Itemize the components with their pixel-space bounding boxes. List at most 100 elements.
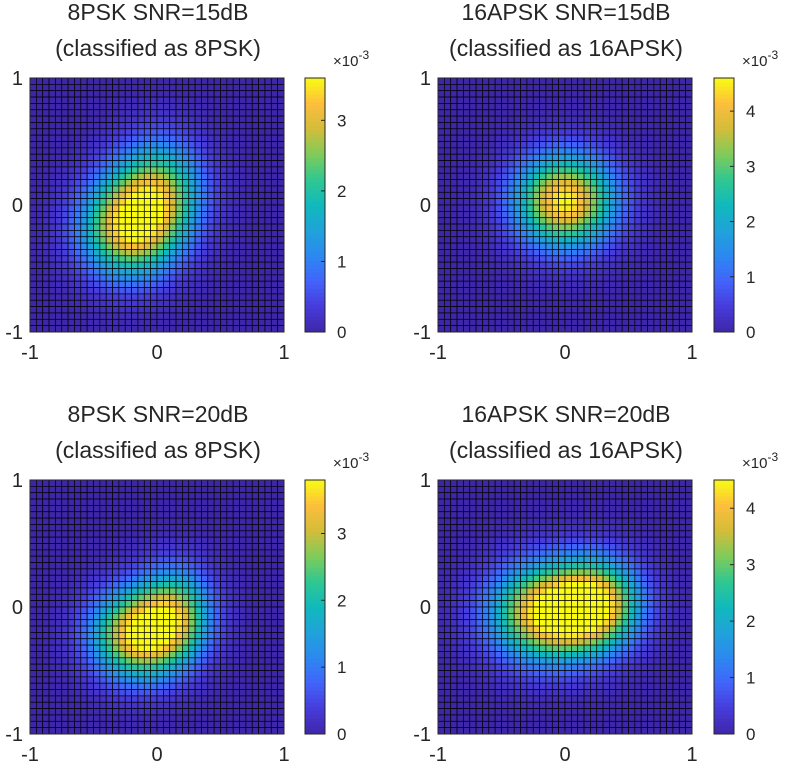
heatmap-cell [270, 479, 278, 487]
heatmap-cell [245, 581, 253, 589]
heatmap-cell [245, 153, 253, 161]
heatmap-cell [124, 274, 132, 282]
heatmap-cell [520, 147, 528, 155]
heatmap-cell [35, 511, 44, 519]
heatmap-cell [99, 701, 107, 709]
heatmap-cell [124, 562, 132, 570]
heatmap-cell [621, 223, 629, 231]
heatmap-cell [647, 236, 655, 244]
heatmap-cell [137, 682, 145, 690]
heatmap-cell [659, 325, 667, 333]
heatmap-cell [143, 676, 152, 684]
heatmap-cell [539, 77, 547, 85]
heatmap-cell [450, 191, 458, 200]
heatmap-cell [609, 211, 617, 219]
heatmap-cell [188, 217, 196, 225]
heatmap-cell [194, 524, 202, 532]
colorbar-segment [305, 93, 325, 99]
heatmap-cell [182, 230, 190, 238]
colorbar-segment [714, 129, 734, 135]
heatmap-cell [213, 249, 221, 257]
heatmap-cell [475, 249, 483, 257]
heatmap-cell [143, 255, 152, 263]
heatmap-cell [188, 555, 196, 563]
heatmap-cell [29, 280, 37, 288]
heatmap-cell [666, 242, 674, 250]
heatmap-cell [558, 153, 566, 161]
heatmap-cell [570, 109, 579, 117]
heatmap-cell [112, 306, 120, 314]
heatmap-cell [74, 530, 82, 538]
heatmap-cell [67, 581, 75, 589]
heatmap-cell [29, 549, 37, 557]
heatmap-cell [67, 103, 75, 111]
heatmap-cell [590, 312, 598, 320]
colorbar-segment [714, 236, 734, 242]
heatmap-cell [475, 306, 483, 314]
heatmap-cell [264, 670, 272, 678]
heatmap-cell [258, 511, 266, 519]
heatmap-cell [80, 720, 88, 728]
heatmap-cell [124, 619, 132, 627]
heatmap-cell [245, 230, 253, 238]
heatmap-cell [48, 479, 56, 487]
heatmap-cell [213, 255, 221, 263]
heatmap-cell [74, 96, 82, 104]
heatmap-cell [239, 606, 247, 614]
heatmap-cell [463, 293, 471, 301]
heatmap-cell [67, 682, 75, 690]
heatmap-cell [156, 160, 164, 168]
heatmap-cell [188, 600, 196, 608]
heatmap-cell [137, 223, 145, 231]
heatmap-cell [507, 179, 515, 187]
heatmap-cell [124, 299, 132, 307]
heatmap-cell [545, 109, 553, 117]
heatmap-cell [112, 651, 120, 659]
heatmap-cell [188, 268, 196, 276]
heatmap-cell [450, 160, 458, 168]
heatmap-cell [169, 153, 177, 161]
heatmap-cell [156, 549, 164, 557]
heatmap-cell [137, 644, 145, 652]
heatmap-cell [685, 299, 693, 307]
heatmap-cell [615, 293, 623, 301]
heatmap-cell [55, 638, 63, 646]
heatmap-cell [124, 223, 132, 231]
heatmap-cell [67, 612, 75, 621]
heatmap-cell [118, 153, 126, 161]
heatmap-cell [564, 83, 572, 92]
heatmap-cell [118, 211, 126, 219]
heatmap-cell [124, 109, 132, 117]
heatmap-cell [226, 708, 234, 716]
heatmap-cell [653, 109, 661, 117]
heatmap-cell [143, 280, 152, 288]
heatmap-cell [463, 134, 471, 142]
heatmap-cell [277, 657, 285, 665]
heatmap-cell [239, 682, 247, 690]
heatmap-cell [463, 77, 471, 85]
heatmap-cell [251, 670, 259, 678]
heatmap-cell [570, 122, 579, 130]
heatmap-cell [150, 166, 158, 174]
heatmap-cell [194, 612, 202, 621]
heatmap-cell [35, 274, 44, 282]
heatmap-cell [29, 109, 37, 117]
heatmap-cell [61, 122, 69, 130]
heatmap-cell [93, 574, 101, 582]
heatmap-cell [659, 204, 667, 212]
heatmap-cell [520, 134, 528, 142]
heatmap-cell [93, 211, 101, 219]
heatmap-cell [188, 147, 196, 155]
heatmap-cell [456, 242, 464, 250]
heatmap-cell [513, 223, 521, 231]
heatmap-cell [99, 530, 107, 538]
heatmap-cell [488, 236, 496, 244]
heatmap-cell [99, 103, 107, 111]
heatmap-cell [163, 83, 171, 92]
heatmap-cell [42, 179, 50, 187]
heatmap-cell [207, 632, 215, 640]
colorbar-segment [305, 177, 325, 182]
heatmap-cell [520, 185, 528, 193]
heatmap-cell [137, 606, 145, 614]
heatmap-cell [258, 562, 266, 570]
